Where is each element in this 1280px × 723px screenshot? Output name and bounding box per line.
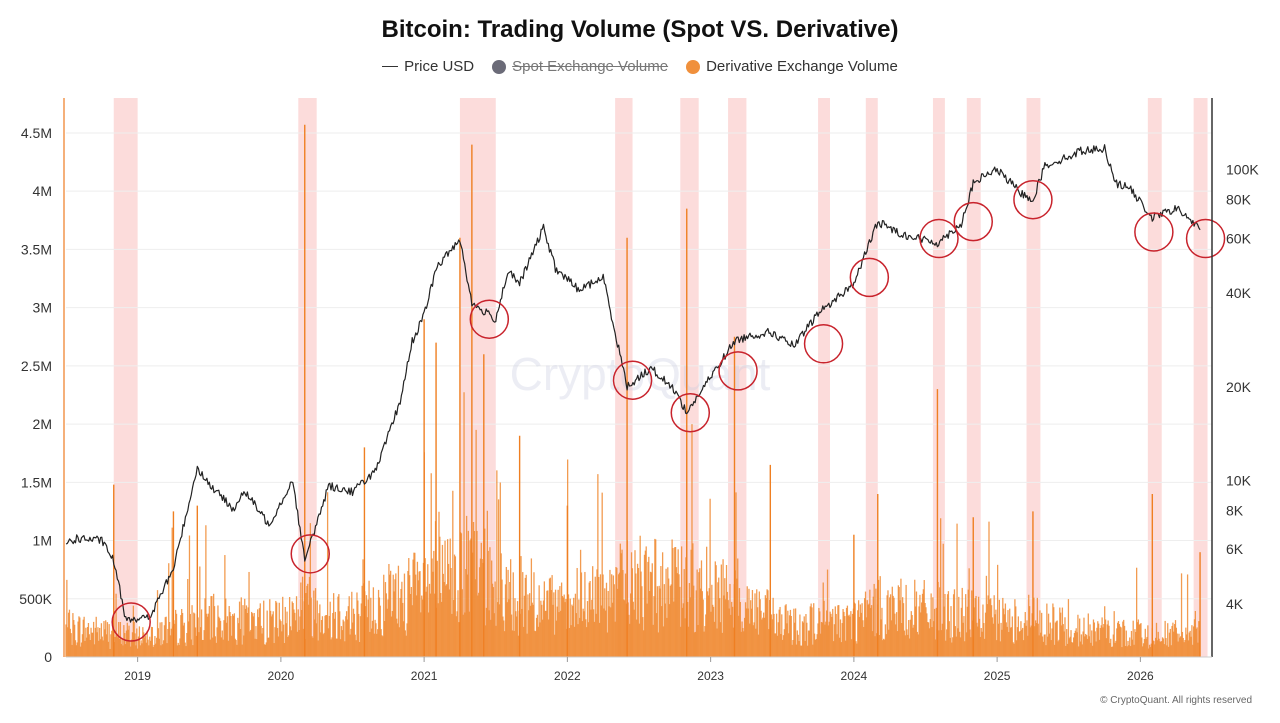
x-tick-label: 2025: [984, 669, 1011, 683]
y-right-tick-label: 20K: [1226, 379, 1252, 395]
circled-points: [111, 179, 1226, 642]
y-left-tick-label: 3M: [33, 300, 52, 316]
price-line: [65, 144, 1201, 623]
highlight-circle: [111, 602, 151, 642]
highlight-circle: [1134, 212, 1174, 252]
y-right-tick-label: 60K: [1226, 231, 1252, 247]
highlight-circle: [718, 351, 758, 391]
highlight-band: [966, 98, 981, 657]
y-left-tick-label: 0: [44, 649, 52, 665]
y-right-tick-label: 4K: [1226, 596, 1244, 612]
highlight-circle: [612, 360, 653, 400]
highlight-band: [298, 98, 317, 657]
highlight-band: [865, 98, 878, 657]
y-left-tick-label: 1.5M: [21, 474, 52, 490]
line-marker-icon: [382, 66, 399, 67]
highlight-circle: [849, 257, 890, 298]
dot-marker-icon: [686, 59, 701, 74]
highlight-band: [680, 98, 699, 657]
y-left-tick-label: 4.5M: [21, 125, 52, 141]
highlight-band: [1147, 98, 1162, 657]
highlight-band: [615, 98, 633, 657]
legend-label-spot-volume: Spot Exchange Volume: [512, 58, 669, 75]
highlight-band: [818, 98, 830, 657]
highlight-band: [728, 98, 747, 657]
legend-label-derivative-volume: Derivative Exchange Volume: [706, 58, 898, 75]
x-tick-label: 2020: [268, 669, 295, 683]
gridlines: [66, 132, 1212, 658]
legend-item-derivative-volume[interactable]: Derivative Exchange Volume: [686, 58, 898, 75]
y-right-tick-label: 100K: [1226, 162, 1259, 178]
dot-marker-icon: [492, 59, 507, 74]
y-left-tick-label: 3.5M: [21, 241, 52, 257]
x-tick-label: 2024: [841, 669, 868, 683]
derivative-volume-bars: [65, 124, 1201, 657]
highlight-circle: [1013, 179, 1053, 220]
y-right-tick-label: 80K: [1226, 192, 1252, 208]
highlight-band: [932, 98, 945, 657]
highlight-circle: [469, 299, 510, 339]
y-right-tick-label: 40K: [1226, 285, 1252, 301]
highlight-circle: [290, 534, 330, 574]
y-right-tick-label: 6K: [1226, 541, 1244, 557]
y-left-tick-label: 1M: [33, 533, 52, 549]
highlight-band: [1193, 98, 1208, 657]
legend-item-spot-volume[interactable]: Spot Exchange Volume: [492, 58, 668, 75]
highlight-circle: [953, 201, 993, 242]
y-left-tick-label: 2M: [33, 416, 52, 432]
y-left-tick-label: 2.5M: [21, 358, 52, 374]
x-tick-label: 2019: [124, 669, 151, 683]
highlight-circle: [670, 392, 711, 433]
y-right-tick-label: 10K: [1226, 472, 1252, 488]
legend-label-price: Price USD: [404, 58, 475, 75]
highlight-circle: [919, 218, 959, 259]
watermark-text: CryptoQuant: [510, 348, 771, 400]
highlight-band: [1026, 98, 1041, 657]
x-tick-label: 2021: [411, 669, 438, 683]
y-left-tick-label: 500K: [19, 591, 52, 607]
y-right-tick-label: 8K: [1226, 502, 1244, 518]
x-tick-label: 2023: [697, 669, 724, 683]
highlight-band: [113, 98, 138, 657]
highlight-circle: [1185, 218, 1226, 259]
y-left-tick-label: 4M: [33, 183, 52, 199]
x-tick-label: 2026: [1127, 669, 1154, 683]
x-tick-label: 2022: [554, 669, 581, 683]
legend-item-price[interactable]: Price USD: [382, 58, 474, 75]
highlight-circle: [803, 324, 844, 364]
chart-canvas: 0 500K 1M 1.5M 2M 2.5M 3M 3.5M 4M 4.5M CryptoQuant…: [19, 98, 1259, 683]
legend: Price USD Spot Exchange Volume Derivativ…: [0, 58, 1280, 75]
chart-title: Bitcoin: Trading Volume (Spot VS. Deriva…: [381, 16, 899, 43]
copyright-footer: © CryptoQuant. All rights reserved: [1100, 695, 1252, 706]
